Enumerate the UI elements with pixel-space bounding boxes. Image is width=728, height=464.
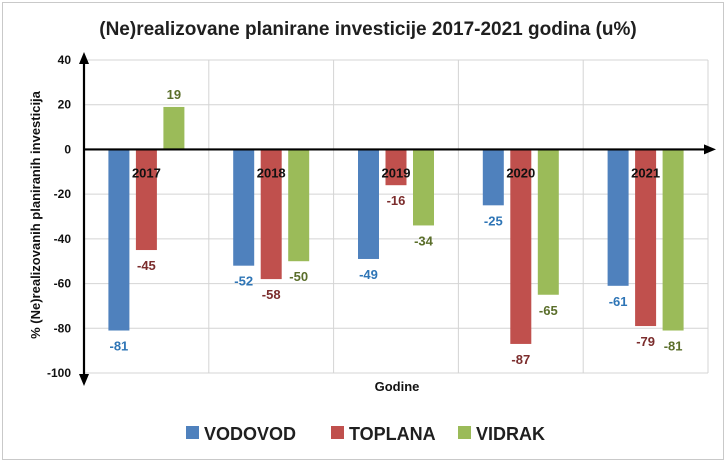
data-label-vidrak-2020: -65 <box>539 303 558 318</box>
category-labels: 2017 2018 2019 2020 2021 <box>132 165 660 180</box>
category-label: 2021 <box>631 165 660 180</box>
y-axis-arrow-down <box>79 374 89 386</box>
data-label-toplana-2019: -16 <box>387 193 406 208</box>
data-label-vodovod-2019: -49 <box>359 267 378 282</box>
category-label: 2017 <box>132 165 161 180</box>
legend-item-vodovod: VODOVOD <box>186 424 296 444</box>
legend-item-vidrak: VIDRAK <box>458 424 545 444</box>
bar-vodovod-2018 <box>233 149 255 266</box>
bar-vidrak-2018 <box>288 149 310 262</box>
legend: VODOVOD TOPLANA VIDRAK <box>186 424 545 444</box>
legend-item-toplana: TOPLANA <box>331 424 436 444</box>
y-tick-label: -100 <box>47 366 71 380</box>
data-label-toplana-2017: -45 <box>137 258 156 273</box>
bar-vodovod-2017 <box>108 149 130 331</box>
y-axis-title: % (Ne)realizovanih planiranih investicij… <box>28 90 43 339</box>
bar-vidrak-2020 <box>537 149 559 295</box>
bar-vidrak-2017 <box>163 106 185 150</box>
category-label: 2019 <box>382 165 411 180</box>
data-label-vidrak-2021: -81 <box>664 339 683 354</box>
bar-vidrak-2021 <box>662 149 684 331</box>
bar-toplana-2019 <box>385 149 407 186</box>
legend-swatch <box>186 426 199 439</box>
y-tick-label: -20 <box>54 187 72 201</box>
y-tick-label: 40 <box>58 53 72 67</box>
data-label-toplana-2020: -87 <box>511 352 530 367</box>
x-axis-title: Godine <box>375 379 420 394</box>
data-label-vidrak-2018: -50 <box>289 269 308 284</box>
data-label-toplana-2018: -58 <box>262 287 281 302</box>
bar-vodovod-2019 <box>358 149 379 259</box>
x-axis-arrow <box>704 144 716 155</box>
data-labels: -81 -45 19 -52 -58 -50 -49 -16 -34 -25 -87 -65 -61 -7… <box>110 87 683 367</box>
legend-swatch <box>331 426 344 439</box>
bars <box>108 106 684 344</box>
data-label-vidrak-2019: -34 <box>414 233 434 248</box>
legend-swatch <box>458 426 471 439</box>
legend-label: TOPLANA <box>349 424 436 444</box>
y-tick-label: -40 <box>54 232 72 246</box>
legend-label: VIDRAK <box>476 424 545 444</box>
legend-label: VODOVOD <box>204 424 296 444</box>
y-axis-arrow-up <box>79 52 89 64</box>
data-label-vodovod-2021: -61 <box>609 294 628 309</box>
data-label-vodovod-2018: -52 <box>234 274 253 289</box>
bar-toplana-2021 <box>635 149 657 327</box>
bar-toplana-2020 <box>510 149 532 344</box>
category-label: 2018 <box>257 165 286 180</box>
data-label-toplana-2021: -79 <box>636 334 655 349</box>
chart-title: (Ne)realizovane planirane investicije 20… <box>99 19 636 40</box>
y-tick-label: -60 <box>54 277 72 291</box>
gridlines <box>84 59 709 374</box>
y-tick-label: 0 <box>64 142 71 156</box>
y-tick-label: -80 <box>54 321 72 335</box>
y-tick-labels: 40 20 0 -20 -40 -60 -80 -100 <box>47 53 71 380</box>
axes <box>79 52 716 386</box>
bar-toplana-2018 <box>260 149 282 280</box>
bar-toplana-2017 <box>135 149 157 251</box>
category-label: 2020 <box>506 165 535 180</box>
data-label-vodovod-2017: -81 <box>110 339 129 354</box>
data-label-vodovod-2020: -25 <box>484 213 503 228</box>
bar-vodovod-2021 <box>607 149 629 286</box>
y-tick-label: 20 <box>58 98 72 112</box>
data-label-vidrak-2017: 19 <box>167 87 181 102</box>
bar-vodovod-2020 <box>482 149 504 206</box>
bar-vidrak-2019 <box>413 149 434 226</box>
